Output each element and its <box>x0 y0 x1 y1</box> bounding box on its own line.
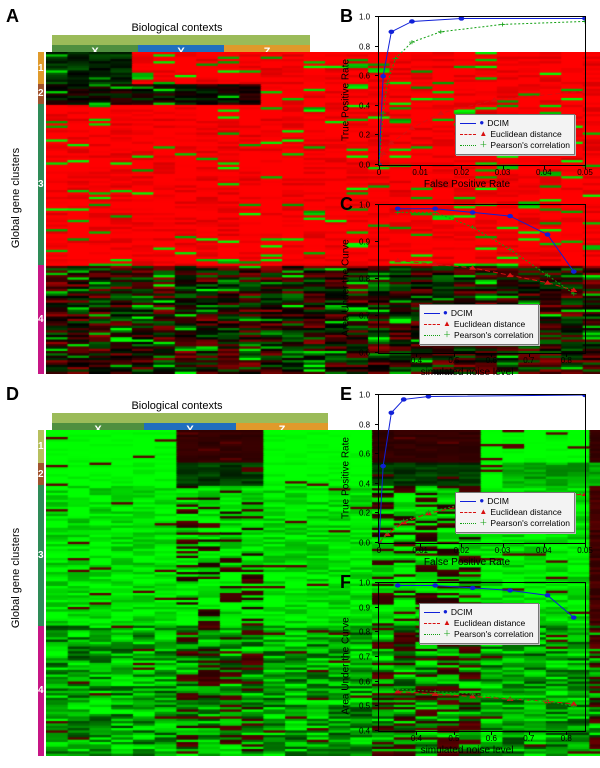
xtick: 0 <box>377 546 381 555</box>
ytick: 1.0 <box>359 13 370 22</box>
ytick: 0.4 <box>359 101 370 110</box>
ytick: 0.8 <box>359 42 370 51</box>
ylabel: True Positive Rate <box>341 437 352 519</box>
xtick: 0.4 <box>411 356 422 365</box>
panel-d: DBiological contextsXYZGlobal gene clust… <box>8 386 330 760</box>
cluster-bar: 1234 <box>38 52 44 374</box>
cluster-3: 3 <box>38 485 44 625</box>
ytick: 0.8 <box>359 275 370 284</box>
panel-c: CArea Under the Curvesimulated noise lev… <box>342 196 592 380</box>
ytick: 0.4 <box>359 479 370 488</box>
ytick: 0.0 <box>359 161 370 170</box>
ytick: 0.4 <box>359 727 370 736</box>
xtick: 0.02 <box>454 546 470 555</box>
legend-pear: Pearson's correlation <box>454 629 534 640</box>
ytick: 0.6 <box>359 349 370 358</box>
ytick: 0.2 <box>359 509 370 518</box>
ylabel: True Positive Rate <box>341 59 352 141</box>
ytick: 0.5 <box>359 702 370 711</box>
legend-eucl: Euclidean distance <box>490 507 561 518</box>
legend: ●DCIM▲Euclidean distance＋Pearson's corre… <box>419 304 539 345</box>
ylabel: Area Under the Curve <box>341 617 352 714</box>
legend-dcim: DCIM <box>451 308 473 319</box>
panel-a: ABiological contextsXYZGlobal gene clust… <box>8 8 330 378</box>
ytick: 0.0 <box>359 539 370 548</box>
ytick: 1.0 <box>359 201 370 210</box>
xlabel: False Positive Rate <box>424 557 510 568</box>
global-clusters-label: Global gene clusters <box>10 148 22 248</box>
legend-dcim: DCIM <box>451 607 473 618</box>
xtick: 0.04 <box>536 546 552 555</box>
xtick: 0.05 <box>577 168 593 177</box>
cluster-1: 1 <box>38 430 44 463</box>
cluster-3: 3 <box>38 104 44 265</box>
xtick: 0.02 <box>454 168 470 177</box>
panel-b: BTrue Positive RateFalse Positive Rate00… <box>342 8 592 192</box>
xtick: 0.4 <box>411 734 422 743</box>
ytick: 0.9 <box>359 603 370 612</box>
cluster-1: 1 <box>38 52 44 84</box>
plot-area: 00.010.020.030.040.050.00.20.40.60.81.0●… <box>378 16 586 166</box>
cluster-bar: 1234 <box>38 430 44 756</box>
xlabel: simulated noise level <box>421 367 514 378</box>
plot-area: 0.40.50.60.70.80.60.70.80.91.0●DCIM▲Eucl… <box>378 204 586 354</box>
panel-f: FArea Under the Curvesimulated noise lev… <box>342 574 592 758</box>
xtick: 0.04 <box>536 168 552 177</box>
legend-dcim: DCIM <box>487 118 509 129</box>
cluster-2: 2 <box>38 84 44 103</box>
ytick: 0.8 <box>359 628 370 637</box>
xtick: 0.03 <box>495 168 511 177</box>
legend-dcim: DCIM <box>487 496 509 507</box>
xtick: 0.6 <box>486 734 497 743</box>
ytick: 0.8 <box>359 420 370 429</box>
legend-eucl: Euclidean distance <box>454 618 525 629</box>
ytick: 0.6 <box>359 72 370 81</box>
legend-pear: Pearson's correlation <box>490 140 570 151</box>
figure-grid: ABiological contextsXYZGlobal gene clust… <box>8 8 592 760</box>
cluster-2: 2 <box>38 463 44 486</box>
legend: ●DCIM▲Euclidean distance＋Pearson's corre… <box>419 603 539 644</box>
xtick: 0.01 <box>412 168 428 177</box>
xtick: 0.5 <box>448 734 459 743</box>
xtick: 0.8 <box>561 734 572 743</box>
xtick: 0.5 <box>448 356 459 365</box>
heatmap-body: 1234DCS→ <box>38 52 330 374</box>
xtick: 0.01 <box>412 546 428 555</box>
cluster-4: 4 <box>38 626 44 756</box>
legend-pear: Pearson's correlation <box>490 518 570 529</box>
global-clusters-label: Global gene clusters <box>10 528 22 628</box>
xtick: 0.8 <box>561 356 572 365</box>
xtick: 0.03 <box>495 546 511 555</box>
xlabel: False Positive Rate <box>424 179 510 190</box>
xlabel: simulated noise level <box>421 745 514 756</box>
ytick: 0.6 <box>359 677 370 686</box>
panel-e: ETrue Positive RateFalse Positive Rate00… <box>342 386 592 570</box>
legend-eucl: Euclidean distance <box>454 319 525 330</box>
ytick: 0.2 <box>359 131 370 140</box>
ylabel: Area Under the Curve <box>341 239 352 336</box>
legend-eucl: Euclidean distance <box>490 129 561 140</box>
xtick: 0.7 <box>523 356 534 365</box>
plot-area: 0.40.50.60.70.80.40.50.60.70.80.91.0●DCI… <box>378 582 586 732</box>
xtick: 0.05 <box>577 546 593 555</box>
ytick: 0.6 <box>359 450 370 459</box>
xtick: 0 <box>377 168 381 177</box>
legend: ●DCIM▲Euclidean distance＋Pearson's corre… <box>455 492 575 533</box>
legend-pear: Pearson's correlation <box>454 330 534 341</box>
ytick: 0.7 <box>359 312 370 321</box>
ytick: 0.7 <box>359 653 370 662</box>
legend: ●DCIM▲Euclidean distance＋Pearson's corre… <box>455 114 575 155</box>
ytick: 1.0 <box>359 391 370 400</box>
ytick: 0.9 <box>359 238 370 247</box>
ytick: 1.0 <box>359 579 370 588</box>
xtick: 0.6 <box>486 356 497 365</box>
plot-area: 00.010.020.030.040.050.00.20.40.60.81.0●… <box>378 394 586 544</box>
xtick: 0.7 <box>523 734 534 743</box>
heatmap-body: 1234 <box>38 430 328 756</box>
cluster-4: 4 <box>38 265 44 374</box>
